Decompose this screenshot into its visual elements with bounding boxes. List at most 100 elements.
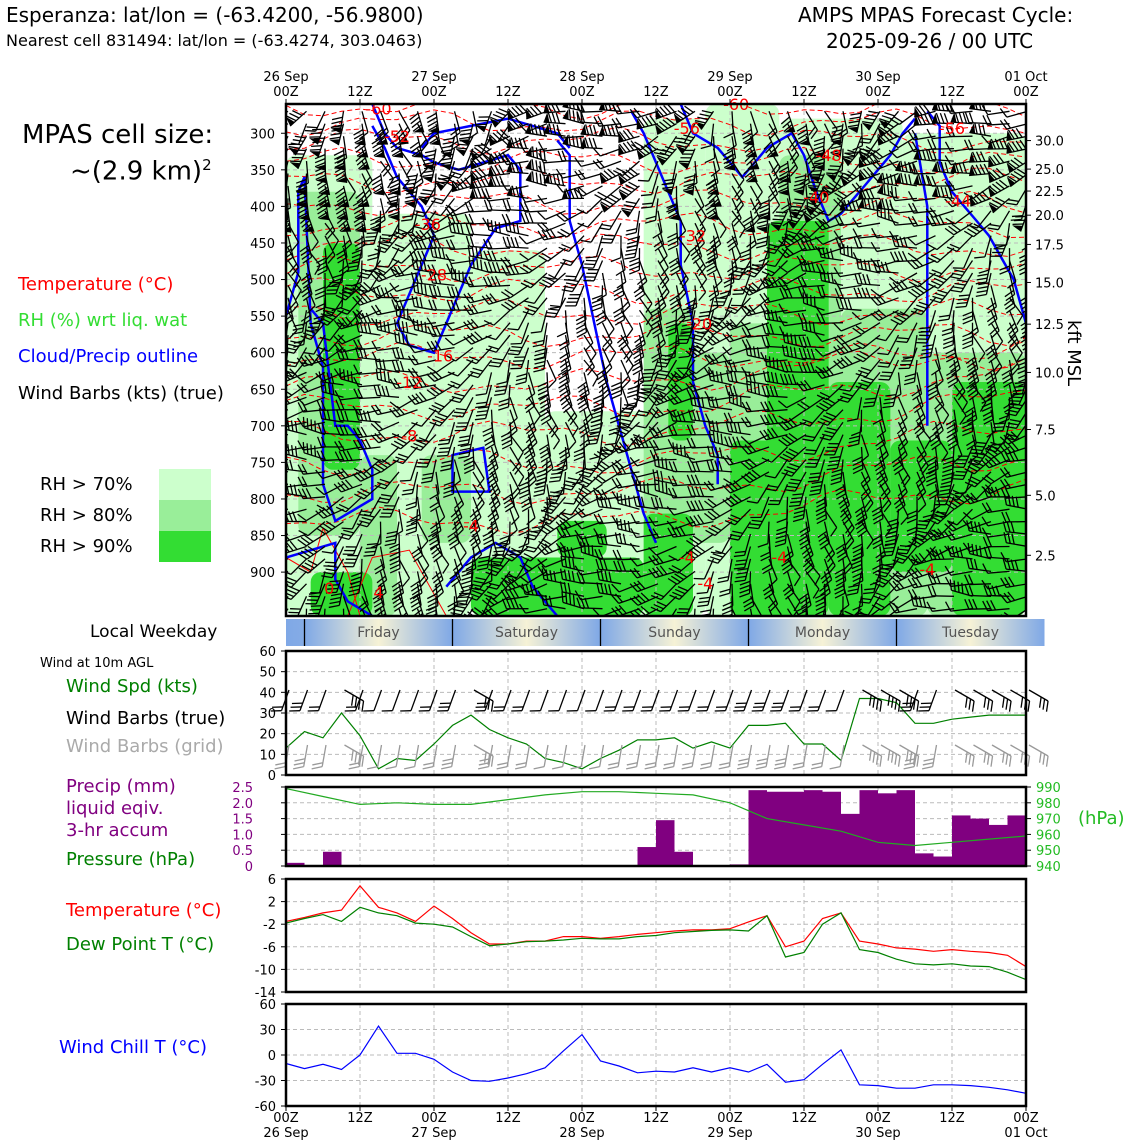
wind-barb-shaft [768, 198, 771, 221]
wind-barb-shaft [434, 173, 437, 196]
wind-barb-flag [840, 176, 849, 187]
wind-barb-feather [962, 112, 968, 124]
wind-barb-feather [572, 110, 576, 122]
wind-barb-shaft [587, 210, 603, 228]
wind-barb-feather [944, 141, 952, 152]
wind-barb-shaft [562, 142, 585, 150]
wind-barb-feather [317, 191, 327, 199]
wind-barb-shaft [786, 111, 796, 133]
wind-barb-feather [812, 174, 824, 176]
wind-barb-feather [723, 161, 735, 169]
wind-barb-shaft [857, 197, 881, 200]
wind-barb-shaft [379, 160, 394, 180]
wind-barb-flag [599, 202, 609, 213]
wind-barb-feather [435, 180, 446, 185]
wind-barb-feather [706, 207, 716, 215]
wind-barb-feather [607, 125, 612, 136]
wind-barb-feather [807, 185, 819, 187]
wind-barb-flag [987, 139, 994, 150]
wind-barb-feather [370, 220, 381, 226]
wind-barb-upper [655, 104, 677, 120]
temperature-contour [286, 342, 1026, 371]
wind-barb-feather [592, 160, 601, 170]
wind-barb-upper [353, 123, 366, 146]
wind-barb-feather [1008, 199, 1019, 203]
wind-barb-upper [988, 179, 1010, 198]
wind-barb-flag [286, 226, 291, 233]
wind-barb-feather [623, 204, 635, 208]
wind-barb-feather [678, 160, 690, 163]
wind-barb-feather [755, 191, 763, 202]
wind-barb-upper [398, 148, 413, 176]
wind-barb-shaft [749, 111, 759, 133]
wind-barb-feather [1010, 218, 1022, 221]
wind-barb-flag [422, 176, 433, 183]
wind-barb-upper [656, 145, 677, 166]
wind-barb-feather [1030, 292, 1041, 300]
wind-barb-feather [622, 186, 633, 193]
wind-barb-feather [859, 169, 868, 179]
wind-barb-feather [334, 166, 345, 174]
wind-barb-feather [1007, 161, 1017, 169]
wind-barb-feather [725, 157, 736, 165]
wind-barb-feather [992, 199, 1003, 206]
wind-barb-flag [488, 176, 495, 187]
wind-barb-shaft [694, 161, 698, 184]
wind-barb-feather [770, 222, 782, 225]
wind-barb-flag [358, 163, 370, 170]
wind-barb-feather [981, 190, 990, 200]
wind-barb-feather [354, 141, 364, 149]
wind-barb-feather [806, 209, 817, 217]
wind-barb-upper [931, 112, 955, 125]
wind-barb-feather [900, 172, 904, 184]
wind-barb-shaft [324, 185, 331, 208]
wind-barb-feather [615, 117, 623, 128]
wind-barb-feather [409, 141, 420, 149]
wind-barb-upper [286, 185, 292, 214]
wind-barb-feather [335, 174, 346, 181]
wind-barb-feather [625, 184, 636, 191]
wind-barb-upper [786, 123, 799, 152]
wind-barb-shaft [878, 135, 899, 146]
wind-barb-upper [576, 111, 603, 125]
wind-barb-feather [405, 195, 416, 199]
wind-barb-upper [324, 210, 336, 239]
wind-barb-feather [389, 178, 400, 185]
title-left: Esperanza: lat/lon = (-63.4200, -56.9800… [6, 3, 424, 27]
wind-barb-feather [294, 135, 306, 139]
wind-barb-feather [695, 205, 705, 215]
wind-barb-upper [741, 123, 755, 146]
wind-barb-flag [562, 108, 569, 120]
wind-barb-feather [663, 104, 672, 114]
wind-barb-feather [859, 150, 870, 158]
wind-barb-flag [488, 135, 496, 146]
wind-barb-shaft [1028, 248, 1029, 270]
wind-barb-feather [371, 137, 382, 145]
wind-barb-upper [731, 198, 742, 227]
wind-barb-shaft [970, 197, 992, 207]
wind-barb-feather [315, 170, 326, 177]
wind-barb-feather [514, 137, 520, 149]
wind-barb-feather [664, 178, 676, 182]
wind-barb-shaft [841, 148, 844, 171]
wind-barb-upper [767, 111, 778, 140]
wind-barb-feather [556, 174, 561, 186]
wind-barb-feather [789, 167, 798, 177]
wind-barb-shaft [992, 197, 1010, 214]
wind-barb-feather [316, 203, 327, 211]
wind-barb-feather [870, 152, 879, 163]
wind-barb-feather [621, 171, 632, 180]
wind-barb-feather [599, 172, 609, 181]
wind-barb-feather [391, 145, 401, 153]
wind-barb-feather [794, 208, 805, 214]
cloud-outline-path [556, 139, 658, 544]
wind-barb-feather [413, 181, 424, 190]
wind-barb-shaft [361, 198, 367, 221]
wind-barb-feather [847, 124, 859, 128]
wind-barb-shaft [710, 123, 715, 146]
wind-barb-feather [813, 162, 824, 165]
wind-barb-shaft [507, 123, 529, 133]
wind-barb-feather [441, 157, 453, 161]
temperature-contour [286, 455, 1026, 506]
wind-barb-feather [964, 112, 970, 123]
